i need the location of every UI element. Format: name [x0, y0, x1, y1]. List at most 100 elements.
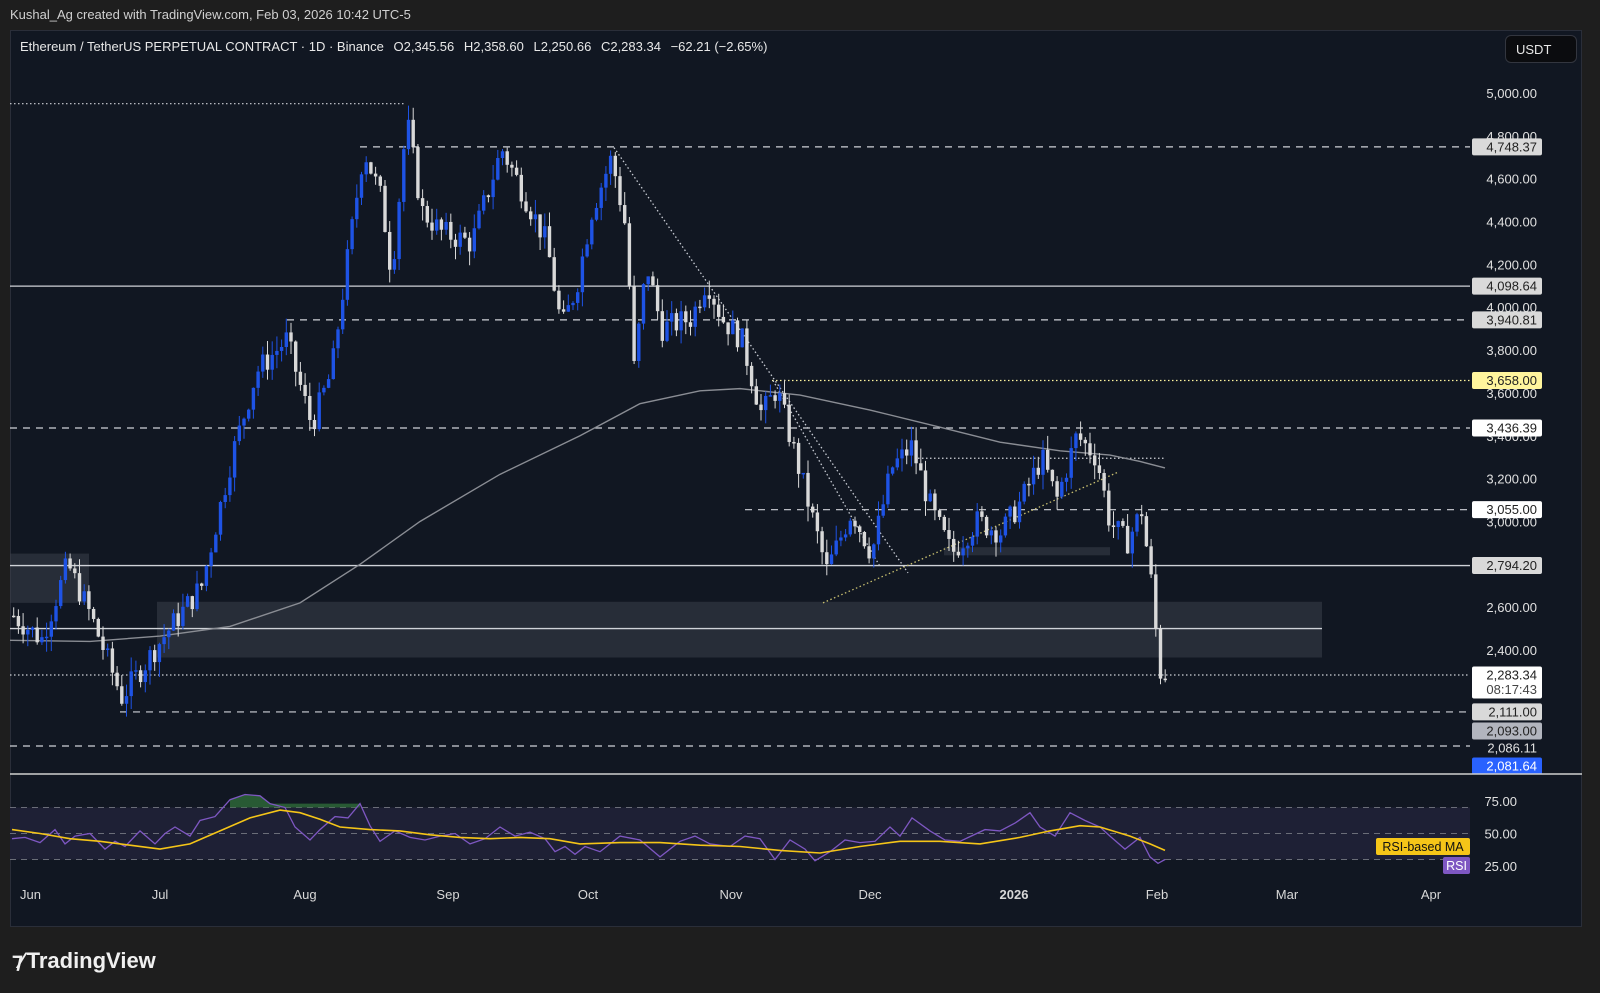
price-label-text: 2,111.00 — [1488, 704, 1537, 719]
price-tick-label: 3,200.00 — [1486, 472, 1537, 487]
candle-down — [12, 615, 16, 618]
candle-down — [425, 206, 429, 223]
candle-up — [731, 320, 735, 335]
price-label-bg — [1472, 277, 1542, 295]
price-tick-label: 3,000.00 — [1486, 514, 1537, 529]
candle-down — [411, 119, 415, 148]
trendline — [822, 471, 1119, 604]
candle-down — [1078, 433, 1083, 440]
price-label-text: 3,658.00 — [1486, 373, 1537, 388]
candle-down — [35, 627, 39, 643]
candle-up — [482, 195, 486, 211]
candle-up — [1008, 506, 1012, 517]
price-label-3,658.00: 3,658.00 — [1472, 371, 1542, 389]
price-label-text: 2,794.20 — [1486, 558, 1537, 573]
candle-down — [388, 231, 392, 270]
chart-frame — [10, 30, 1582, 927]
candle-up — [261, 354, 265, 372]
candle-up — [1022, 483, 1026, 502]
candle-up — [1130, 531, 1134, 554]
currency-selector-button[interactable]: USDT — [1505, 35, 1577, 63]
candle-down — [21, 626, 25, 635]
price-label-text: 4,098.64 — [1486, 279, 1537, 294]
time-axis[interactable]: Jun Jul Aug Sep Oct Nov Dec 2026 Feb Mar Apr — [20, 887, 1442, 902]
symbol-title[interactable]: Ethereum / TetherUS PERPETUAL CONTRACT ·… — [20, 39, 384, 54]
price-label-bg — [1472, 138, 1542, 156]
candle-up — [876, 515, 881, 545]
candle-down — [110, 648, 115, 673]
candle-up — [472, 228, 476, 252]
price-axis[interactable]: 5,000.004,800.004,600.004,400.004,200.00… — [10, 86, 1582, 775]
candle-down — [1163, 678, 1167, 681]
time-tick-label: Feb — [1146, 887, 1168, 902]
candle-up — [966, 545, 970, 549]
candle-down — [867, 546, 871, 559]
candle-down — [1121, 521, 1125, 526]
candle-down — [956, 551, 961, 556]
candle-down — [200, 583, 204, 586]
rsi-overbought-fill — [230, 794, 360, 808]
candle-down — [303, 384, 307, 396]
symbol-legend: Ethereum / TetherUS PERPETUAL CONTRACT ·… — [20, 39, 773, 54]
candle-up — [59, 580, 63, 607]
candle-down — [552, 257, 556, 291]
candle-down — [952, 538, 956, 552]
candle-up — [999, 535, 1003, 543]
candle-down — [632, 286, 636, 362]
price-tick-label: 4,200.00 — [1486, 257, 1537, 272]
candle-up — [637, 323, 641, 362]
candle-up — [54, 606, 58, 622]
candle-up — [886, 473, 890, 505]
candle-down — [120, 686, 124, 704]
candle-down — [153, 650, 157, 663]
price-label-bg — [1472, 666, 1542, 699]
price-label-2,111.00: 2,111.00 — [1472, 703, 1542, 721]
candle-up — [646, 276, 650, 285]
price-label-bg — [1472, 703, 1542, 721]
candle-up — [209, 552, 213, 566]
candle-down — [453, 239, 458, 247]
candle-down — [749, 365, 754, 387]
candle-down — [613, 155, 617, 177]
tradingview-logo-icon: ⁊⁄ — [12, 948, 23, 973]
candle-up — [608, 155, 613, 174]
candle-down — [467, 237, 472, 252]
candle-up — [641, 284, 646, 324]
candle-up — [40, 637, 44, 643]
candle-up — [679, 311, 683, 331]
price-tick-label: 4,600.00 — [1486, 172, 1537, 187]
candle-up — [444, 221, 448, 230]
candle-up — [181, 606, 185, 627]
candle-up — [829, 554, 834, 565]
candle-up — [251, 387, 256, 410]
candle-up — [909, 440, 914, 456]
candle-up — [1135, 514, 1139, 532]
candle-up — [500, 151, 505, 159]
candle-down — [176, 613, 180, 627]
candle-up — [406, 119, 411, 150]
candle-down — [651, 276, 655, 286]
candle-up — [129, 671, 133, 697]
price-label-text: 4,748.37 — [1486, 139, 1537, 154]
time-tick-label: Jun — [20, 887, 41, 902]
candle-up — [585, 244, 589, 257]
price-label-text: 2,283.34 — [1486, 667, 1537, 682]
candle-down — [933, 493, 937, 511]
candle-down — [796, 442, 801, 474]
candle-up — [223, 495, 227, 502]
ohlc-open: O2,345.56 — [393, 39, 455, 54]
candle-down — [618, 176, 622, 206]
price-label-text: 2,086.11 — [1487, 741, 1537, 756]
price-label-bg — [1472, 757, 1542, 775]
price-label-3,055.00: 3,055.00 — [1472, 501, 1542, 519]
candle-up — [590, 219, 594, 245]
candle-up — [364, 162, 368, 175]
candle-up — [124, 696, 129, 704]
candle-down — [529, 211, 533, 220]
candle-down — [660, 311, 664, 341]
rsi-tag-bg — [1443, 857, 1470, 874]
ohlc-change: −62.21 (−2.65%) — [670, 39, 768, 54]
rsi-tag-bg — [1376, 838, 1470, 855]
zone-box — [10, 553, 89, 603]
